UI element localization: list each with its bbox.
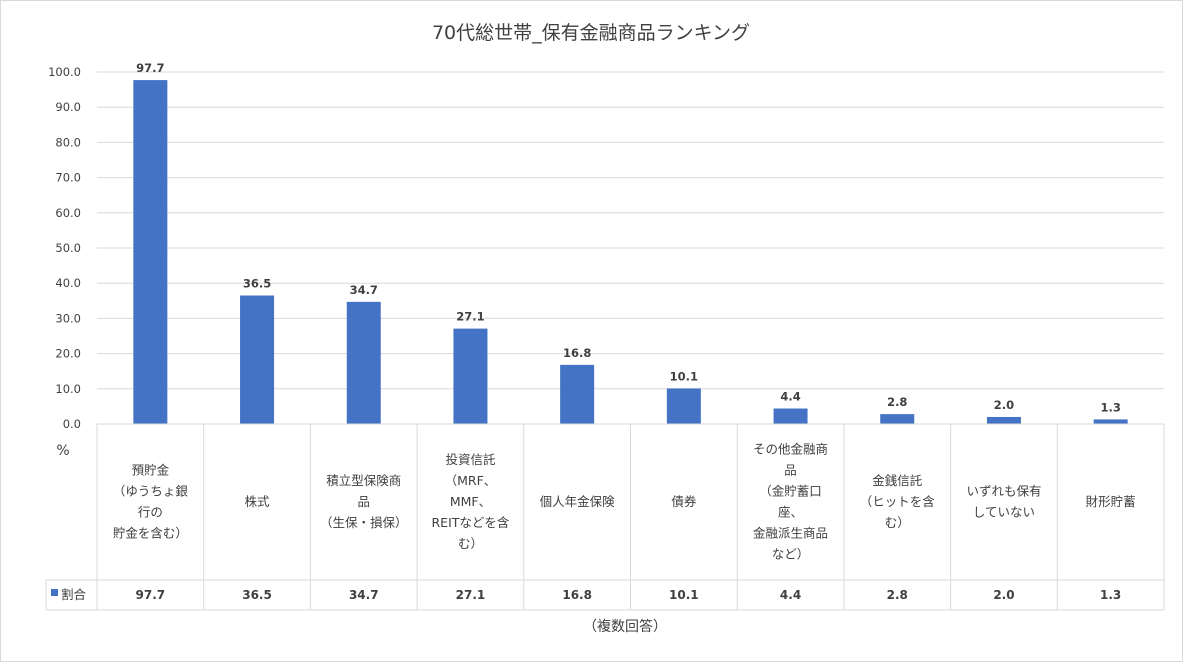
data-label: 16.8 bbox=[563, 346, 591, 360]
y-tick-label: 100.0 bbox=[48, 65, 81, 79]
category-label: （ゆうちょ銀 bbox=[113, 484, 189, 499]
y-tick-label: 40.0 bbox=[55, 276, 81, 290]
table-value: 34.7 bbox=[349, 588, 379, 602]
category-label: いずれも保有 bbox=[966, 484, 1041, 499]
bar bbox=[133, 80, 168, 424]
bar bbox=[453, 328, 488, 424]
data-label: 34.7 bbox=[350, 283, 378, 297]
category-label: （生保・損保） bbox=[320, 515, 408, 530]
bar bbox=[986, 416, 1021, 424]
category-label: REITなどを含 bbox=[431, 515, 509, 530]
data-labels: 97.7 36.5 34.7 27.1 16.8 10.1 4.4 2.8 2.0 1.3 bbox=[136, 61, 1121, 414]
category-label: （ヒットを含 bbox=[860, 494, 936, 509]
data-label: 2.8 bbox=[887, 395, 907, 409]
data-table: 割合預貯金（ゆうちょ銀行の貯金を含む）97.7株式36.5積立型保険商品（生保・… bbox=[45, 423, 1165, 611]
category-label: MMF、 bbox=[450, 494, 491, 509]
legend-label: 割合 bbox=[61, 587, 87, 602]
category-label: む） bbox=[885, 515, 910, 530]
data-label: 4.4 bbox=[780, 390, 800, 404]
y-tick-label: 30.0 bbox=[55, 311, 81, 325]
category-label: 貯金を含む） bbox=[113, 526, 188, 541]
y-tick-label: 0.0 bbox=[63, 417, 81, 431]
bar bbox=[1093, 419, 1128, 424]
bar bbox=[880, 414, 915, 424]
bar bbox=[240, 295, 275, 424]
y-tick-label: 20.0 bbox=[55, 347, 81, 361]
bar bbox=[346, 301, 381, 424]
chart-title: 70代総世帯_保有金融商品ランキング bbox=[432, 22, 750, 44]
bar bbox=[560, 364, 595, 424]
bars bbox=[133, 80, 1128, 424]
y-tick-label: 60.0 bbox=[55, 206, 81, 220]
category-label: 株式 bbox=[245, 494, 271, 509]
category-label: 品 bbox=[357, 494, 370, 509]
y-axis-ticks: 0.0 10.0 20.0 30.0 40.0 50.0 60.0 70.0 80.0 90.0 1… bbox=[48, 65, 81, 431]
table-value: 2.8 bbox=[887, 588, 908, 602]
table-value: 10.1 bbox=[669, 588, 699, 602]
category-label: 個人年金保険 bbox=[540, 494, 616, 509]
category-label: その他金融商 bbox=[753, 442, 828, 457]
table-value: 1.3 bbox=[1100, 588, 1121, 602]
category-label: 金銭信託 bbox=[872, 473, 923, 488]
y-axis-label: % bbox=[56, 443, 69, 459]
category-label: 預貯金 bbox=[132, 463, 170, 478]
x-axis-note: （複数回答） bbox=[583, 618, 667, 635]
bar bbox=[773, 408, 808, 424]
category-label: 財形貯蓄 bbox=[1086, 494, 1136, 509]
table-value: 4.4 bbox=[780, 588, 801, 602]
y-tick-label: 10.0 bbox=[55, 382, 81, 396]
category-label: 座、 bbox=[778, 505, 803, 520]
table-value: 97.7 bbox=[136, 588, 166, 602]
y-tick-label: 70.0 bbox=[55, 171, 81, 185]
category-label: 債券 bbox=[671, 494, 697, 509]
category-label: 積立型保険商 bbox=[326, 473, 401, 488]
data-label: 36.5 bbox=[243, 277, 271, 291]
category-label: む） bbox=[458, 536, 483, 551]
table-value: 2.0 bbox=[993, 588, 1014, 602]
category-label: 金融派生商品 bbox=[753, 526, 828, 541]
table-value: 36.5 bbox=[242, 588, 272, 602]
table-value: 27.1 bbox=[456, 588, 486, 602]
table-value: 16.8 bbox=[562, 588, 592, 602]
category-label: など） bbox=[772, 547, 810, 562]
data-label: 2.0 bbox=[994, 398, 1014, 412]
legend-swatch bbox=[51, 589, 58, 596]
category-label: 品 bbox=[784, 463, 797, 478]
data-label: 1.3 bbox=[1100, 400, 1120, 414]
y-tick-label: 80.0 bbox=[55, 135, 81, 149]
category-label: していない bbox=[973, 505, 1035, 520]
category-label: （MRF、 bbox=[445, 473, 497, 488]
bar bbox=[666, 388, 701, 424]
y-tick-label: 90.0 bbox=[55, 100, 81, 114]
category-label: （金貯蓄口 bbox=[759, 484, 822, 499]
y-tick-label: 50.0 bbox=[55, 241, 81, 255]
data-label: 97.7 bbox=[136, 61, 164, 75]
category-label: 投資信託 bbox=[445, 452, 496, 467]
data-label: 10.1 bbox=[670, 369, 698, 383]
data-label: 27.1 bbox=[456, 310, 484, 324]
category-label: 行の bbox=[138, 505, 163, 520]
